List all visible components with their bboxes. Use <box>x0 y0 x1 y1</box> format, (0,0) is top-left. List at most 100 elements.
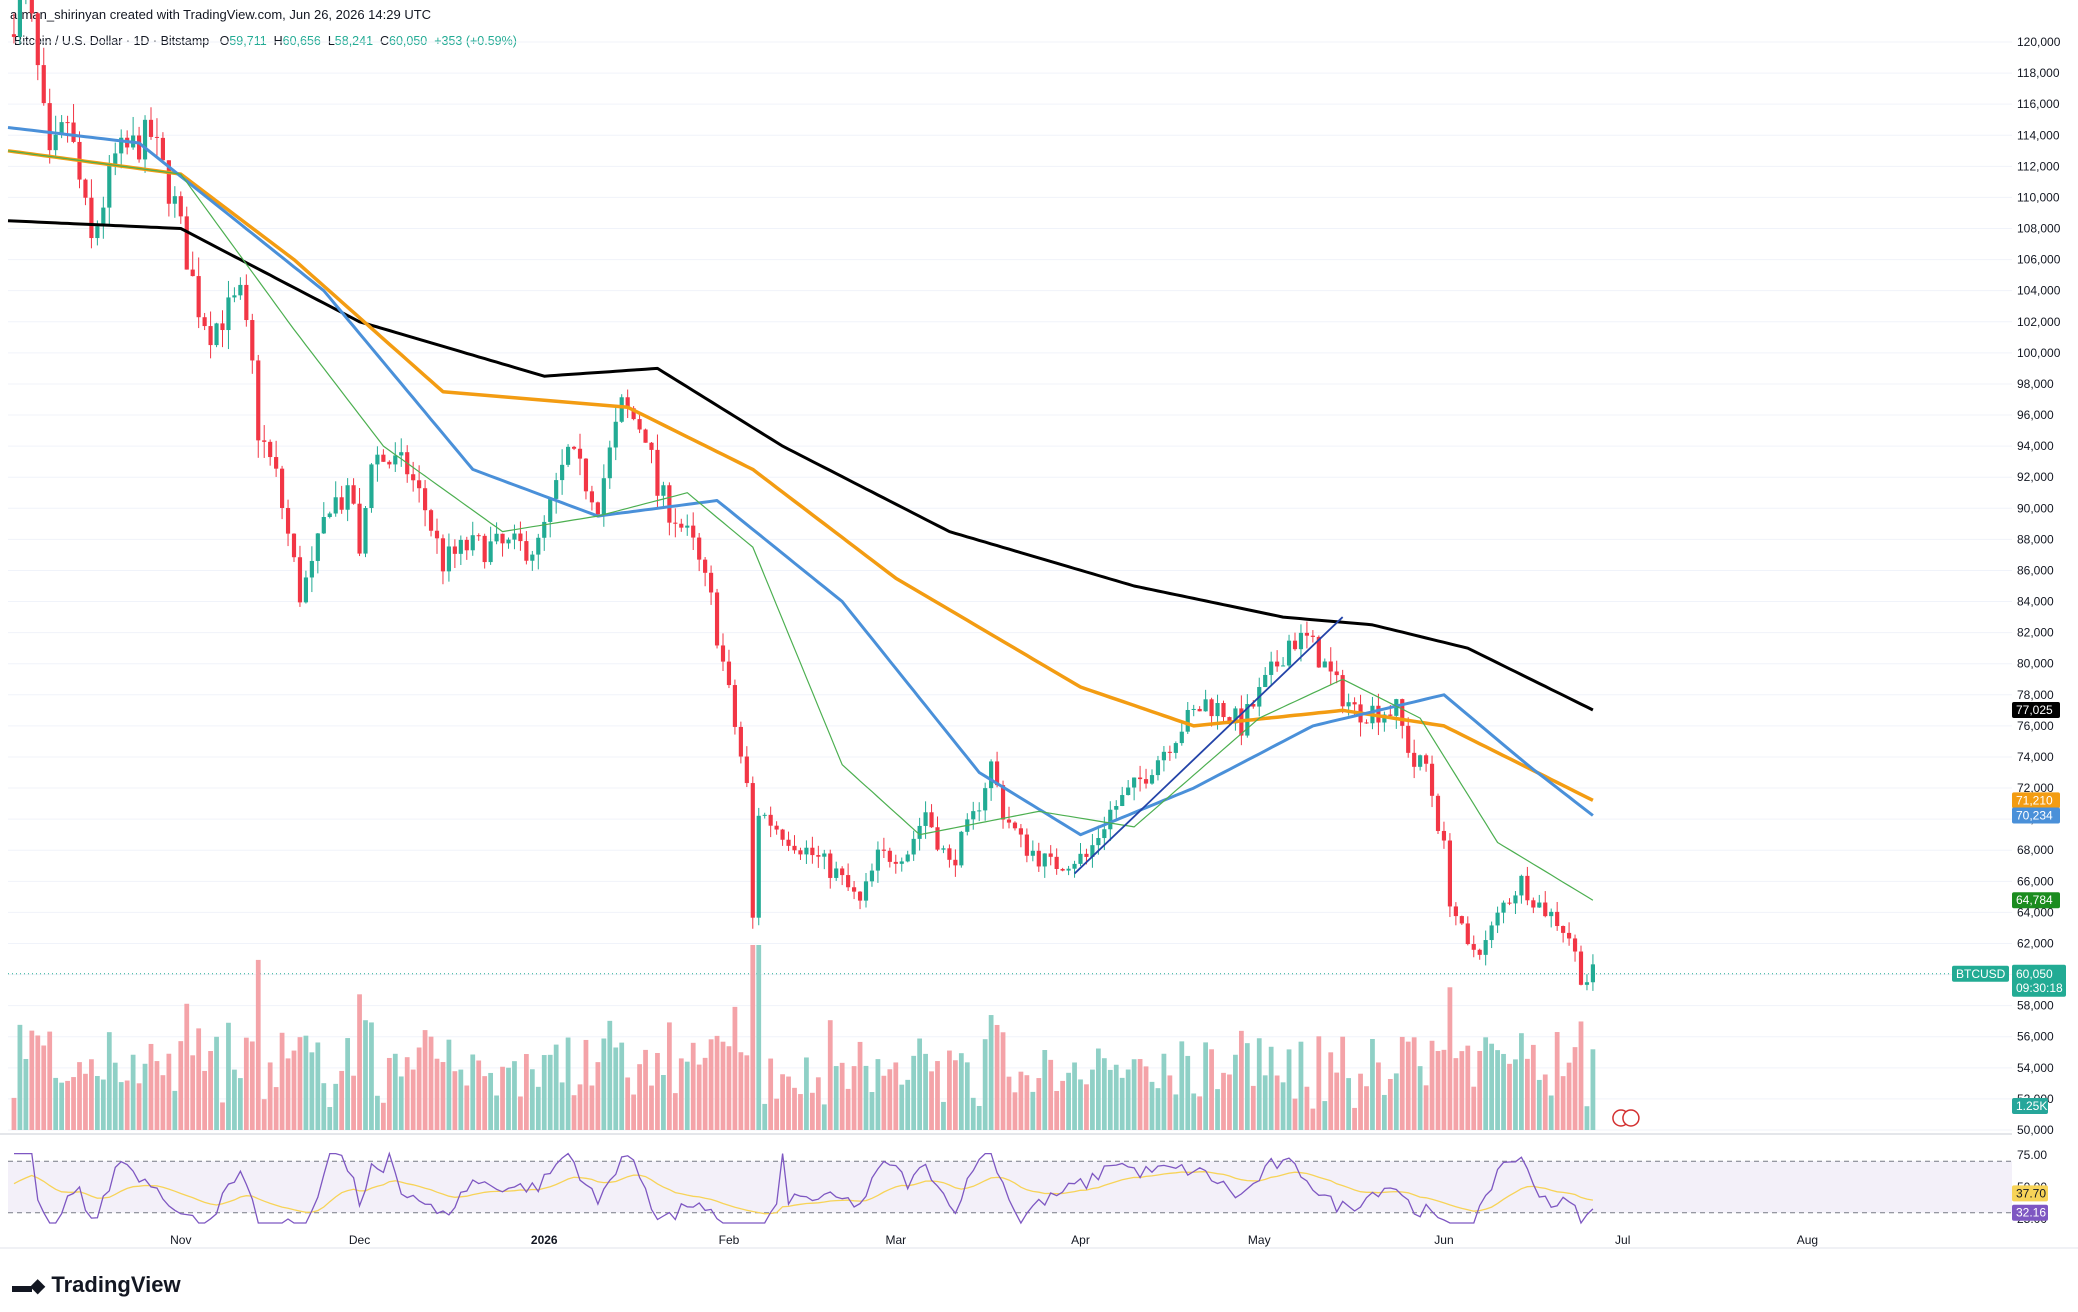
candle-body <box>178 196 183 217</box>
y-tick-label: 106,000 <box>2017 253 2061 267</box>
candle-body <box>1495 912 1500 926</box>
candle-body <box>887 850 892 862</box>
candle-body <box>1584 982 1590 985</box>
volume-bar <box>863 1065 869 1130</box>
y-tick-label: 114,000 <box>2017 128 2060 142</box>
volume-bar <box>780 1074 785 1130</box>
candle-body <box>262 440 267 442</box>
volume-bar <box>279 1032 285 1130</box>
attribution-text: arman_shirinyan created with TradingView… <box>10 7 432 22</box>
candle-body <box>929 812 934 828</box>
candle-body <box>256 360 261 441</box>
volume-bar <box>1370 1038 1375 1130</box>
volume-bar <box>529 1069 535 1130</box>
volume-bar <box>249 1041 255 1130</box>
high-value: 60,656 <box>282 34 321 48</box>
volume-bar <box>601 1038 607 1130</box>
volume-bar <box>1233 1054 1238 1130</box>
volume-bar <box>1179 1041 1185 1130</box>
rsi-tick-label: 75.00 <box>2017 1148 2047 1162</box>
volume-bar <box>422 1030 428 1130</box>
y-tick-label: 90,000 <box>2017 501 2054 515</box>
time-axis: Nov Dec 2026 Feb Mar Apr May Jun Jul Aug <box>0 1233 2078 1249</box>
volume-bar <box>1215 1089 1220 1130</box>
candle-body <box>1221 703 1226 718</box>
volume-bar <box>1393 1073 1399 1130</box>
rsi-line <box>14 1151 1594 1225</box>
candle-body <box>1143 779 1149 784</box>
volume-bar <box>798 1094 803 1130</box>
volume-bar <box>1465 1045 1471 1130</box>
x-tick-label: Apr <box>1071 1233 1090 1247</box>
volume-bar <box>1125 1069 1131 1130</box>
candle-body <box>786 839 791 846</box>
volume-bar <box>1048 1059 1054 1130</box>
volume-bar <box>744 1055 750 1130</box>
volume-bar <box>1328 1052 1334 1130</box>
candle-body <box>297 557 303 603</box>
volume-bar <box>1572 1047 1578 1130</box>
candle-body <box>1161 751 1167 761</box>
volume-bar <box>267 1062 273 1130</box>
y-tick-label: 78,000 <box>2017 688 2054 702</box>
volume-bar <box>970 1097 976 1130</box>
volume-bar <box>827 1020 833 1130</box>
candle-body <box>1578 951 1584 985</box>
candle-body <box>1078 853 1083 864</box>
volume-bar <box>869 1092 875 1130</box>
ma-100-line <box>7 149 1594 802</box>
volume-bar <box>1173 1094 1179 1130</box>
volume-bar <box>845 1088 851 1130</box>
volume-bar <box>839 1062 845 1130</box>
volume-bar <box>661 1075 666 1130</box>
price-axis: 120,000 118,000 116,000 114,000 112,000 110,0… <box>2017 35 2061 1226</box>
volume-bar <box>1095 1048 1101 1130</box>
volume-bar <box>488 1072 494 1130</box>
candle-body <box>452 546 457 554</box>
candle-body <box>804 847 809 855</box>
candle-body <box>625 397 630 409</box>
candle-body <box>363 508 368 554</box>
y-tick-label: 98,000 <box>2017 377 2054 391</box>
candle-body <box>1489 925 1494 941</box>
volume-bar <box>428 1036 434 1130</box>
volume-bar <box>1209 1049 1214 1130</box>
volume-bar <box>1364 1086 1369 1130</box>
volume-bar <box>309 1052 315 1130</box>
candle-body <box>393 455 398 465</box>
price-tag-bg <box>2012 792 2060 809</box>
candle-body <box>732 685 738 727</box>
volume-bar <box>899 1084 905 1130</box>
candle-body <box>1167 751 1172 753</box>
last-price-tag <box>2012 964 2066 997</box>
tradingview-brand[interactable]: ▬◆ TradingView <box>12 1272 181 1298</box>
volume-bar <box>726 1046 732 1130</box>
volume-bar <box>756 945 762 1130</box>
volume-bar <box>976 1105 982 1130</box>
volume-bar <box>315 1042 321 1130</box>
volume-bar <box>363 1020 368 1130</box>
candle-body <box>1310 635 1315 637</box>
volume-bar <box>815 1077 821 1130</box>
volume-bar <box>142 1063 148 1130</box>
candle-body <box>315 533 320 561</box>
volume-bar <box>553 1044 559 1130</box>
candle-body <box>381 454 386 462</box>
candle-body <box>291 533 297 558</box>
candle-body <box>846 875 851 888</box>
candle-body <box>71 122 76 142</box>
candle-body <box>983 788 988 811</box>
candle-body <box>530 554 535 561</box>
candle-body <box>1465 923 1470 945</box>
volume-bar <box>1161 1053 1167 1130</box>
candle-body <box>768 814 773 826</box>
candle-body <box>399 452 404 456</box>
volume-bar <box>1119 1077 1125 1130</box>
candle-body <box>500 533 505 544</box>
ma-200-line <box>7 219 1594 712</box>
volume-bar <box>1149 1081 1155 1130</box>
candle-body <box>101 207 106 227</box>
price-tag-bg <box>2012 701 2060 718</box>
candle-body <box>321 517 326 534</box>
